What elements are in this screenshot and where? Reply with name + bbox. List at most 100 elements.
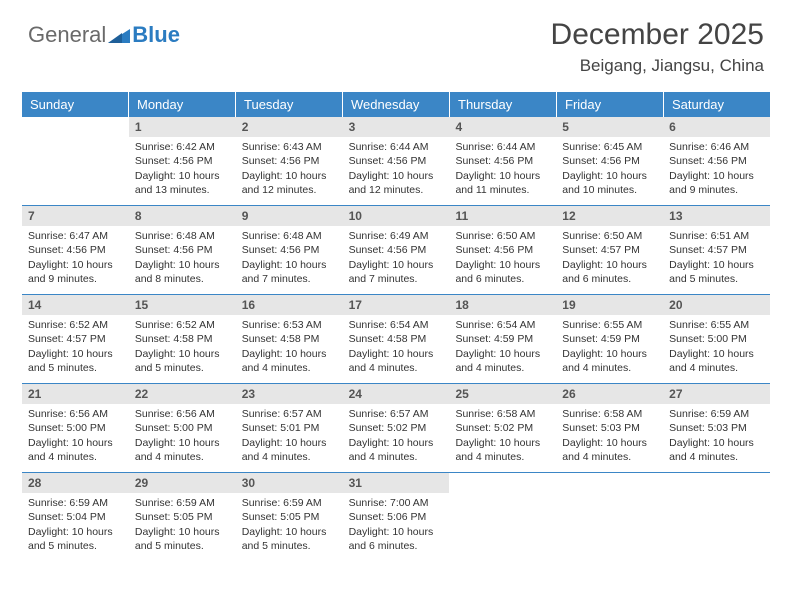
day-body: Sunrise: 6:44 AMSunset: 4:56 PMDaylight:… — [449, 137, 556, 203]
day-day2: and 12 minutes. — [349, 183, 444, 197]
day-sunrise: Sunrise: 6:56 AM — [135, 407, 230, 421]
day-day1: Daylight: 10 hours — [349, 258, 444, 272]
day-body: Sunrise: 6:52 AMSunset: 4:58 PMDaylight:… — [129, 315, 236, 381]
day-number: 9 — [236, 206, 343, 226]
brand-part1: General — [28, 22, 106, 48]
calendar-day-cell: 21Sunrise: 6:56 AMSunset: 5:00 PMDayligh… — [22, 384, 129, 472]
calendar-week-row: 21Sunrise: 6:56 AMSunset: 5:00 PMDayligh… — [22, 384, 770, 473]
day-sunrise: Sunrise: 6:59 AM — [135, 496, 230, 510]
day-sunrise: Sunrise: 6:59 AM — [28, 496, 123, 510]
weekday-header: Thursday — [450, 92, 557, 117]
day-day1: Daylight: 10 hours — [28, 347, 123, 361]
day-body: Sunrise: 6:54 AMSunset: 4:59 PMDaylight:… — [449, 315, 556, 381]
day-day2: and 6 minutes. — [562, 272, 657, 286]
day-sunrise: Sunrise: 6:44 AM — [349, 140, 444, 154]
day-sunrise: Sunrise: 7:00 AM — [349, 496, 444, 510]
day-number: 16 — [236, 295, 343, 315]
day-sunrise: Sunrise: 6:53 AM — [242, 318, 337, 332]
day-body: Sunrise: 6:54 AMSunset: 4:58 PMDaylight:… — [343, 315, 450, 381]
day-sunset: Sunset: 5:00 PM — [135, 421, 230, 435]
day-sunset: Sunset: 4:57 PM — [28, 332, 123, 346]
day-day1: Daylight: 10 hours — [349, 169, 444, 183]
day-body: Sunrise: 6:46 AMSunset: 4:56 PMDaylight:… — [663, 137, 770, 203]
day-sunrise: Sunrise: 6:58 AM — [562, 407, 657, 421]
day-sunrise: Sunrise: 6:56 AM — [28, 407, 123, 421]
day-day1: Daylight: 10 hours — [669, 169, 764, 183]
day-day1: Daylight: 10 hours — [562, 347, 657, 361]
day-day2: and 6 minutes. — [349, 539, 444, 553]
calendar-day-cell: 9Sunrise: 6:48 AMSunset: 4:56 PMDaylight… — [236, 206, 343, 294]
day-sunrise: Sunrise: 6:49 AM — [349, 229, 444, 243]
day-day2: and 4 minutes. — [562, 450, 657, 464]
calendar-week-row: 28Sunrise: 6:59 AMSunset: 5:04 PMDayligh… — [22, 473, 770, 561]
day-day2: and 4 minutes. — [669, 450, 764, 464]
day-body: Sunrise: 6:59 AMSunset: 5:05 PMDaylight:… — [236, 493, 343, 559]
day-sunrise: Sunrise: 6:58 AM — [455, 407, 550, 421]
day-sunset: Sunset: 4:56 PM — [455, 243, 550, 257]
day-body: Sunrise: 6:43 AMSunset: 4:56 PMDaylight:… — [236, 137, 343, 203]
calendar-day-cell: 6Sunrise: 6:46 AMSunset: 4:56 PMDaylight… — [663, 117, 770, 205]
day-sunrise: Sunrise: 6:57 AM — [349, 407, 444, 421]
day-sunset: Sunset: 5:03 PM — [562, 421, 657, 435]
brand-part2: Blue — [132, 22, 180, 48]
calendar-day-cell: 30Sunrise: 6:59 AMSunset: 5:05 PMDayligh… — [236, 473, 343, 561]
day-sunrise: Sunrise: 6:51 AM — [669, 229, 764, 243]
day-day1: Daylight: 10 hours — [349, 347, 444, 361]
day-number: 31 — [343, 473, 450, 493]
day-day1: Daylight: 10 hours — [135, 347, 230, 361]
calendar-day-cell: 5Sunrise: 6:45 AMSunset: 4:56 PMDaylight… — [556, 117, 663, 205]
day-body: Sunrise: 6:58 AMSunset: 5:02 PMDaylight:… — [449, 404, 556, 470]
day-sunset: Sunset: 4:56 PM — [135, 154, 230, 168]
day-body: Sunrise: 6:48 AMSunset: 4:56 PMDaylight:… — [129, 226, 236, 292]
day-day1: Daylight: 10 hours — [242, 347, 337, 361]
day-number: 8 — [129, 206, 236, 226]
day-day2: and 5 minutes. — [242, 539, 337, 553]
day-day2: and 10 minutes. — [562, 183, 657, 197]
day-number: 18 — [449, 295, 556, 315]
day-number: 26 — [556, 384, 663, 404]
day-number: 10 — [343, 206, 450, 226]
calendar-day-cell: 25Sunrise: 6:58 AMSunset: 5:02 PMDayligh… — [449, 384, 556, 472]
calendar-day-cell: 13Sunrise: 6:51 AMSunset: 4:57 PMDayligh… — [663, 206, 770, 294]
day-day2: and 4 minutes. — [242, 450, 337, 464]
calendar-day-cell: 26Sunrise: 6:58 AMSunset: 5:03 PMDayligh… — [556, 384, 663, 472]
day-day1: Daylight: 10 hours — [135, 525, 230, 539]
day-number: 17 — [343, 295, 450, 315]
day-day2: and 4 minutes. — [349, 361, 444, 375]
day-number: 11 — [449, 206, 556, 226]
day-sunrise: Sunrise: 6:50 AM — [455, 229, 550, 243]
day-day1: Daylight: 10 hours — [349, 525, 444, 539]
calendar-week-row: 7Sunrise: 6:47 AMSunset: 4:56 PMDaylight… — [22, 206, 770, 295]
day-sunrise: Sunrise: 6:48 AM — [135, 229, 230, 243]
weekday-header: Sunday — [22, 92, 129, 117]
day-day2: and 5 minutes. — [135, 361, 230, 375]
calendar-day-cell: 18Sunrise: 6:54 AMSunset: 4:59 PMDayligh… — [449, 295, 556, 383]
day-day2: and 11 minutes. — [455, 183, 550, 197]
brand-triangle-icon — [108, 27, 130, 43]
day-body: Sunrise: 6:51 AMSunset: 4:57 PMDaylight:… — [663, 226, 770, 292]
day-number: 7 — [22, 206, 129, 226]
day-number: 12 — [556, 206, 663, 226]
calendar-day-cell: 28Sunrise: 6:59 AMSunset: 5:04 PMDayligh… — [22, 473, 129, 561]
day-sunrise: Sunrise: 6:52 AM — [28, 318, 123, 332]
weekday-header: Tuesday — [236, 92, 343, 117]
day-sunset: Sunset: 5:05 PM — [242, 510, 337, 524]
day-body: Sunrise: 6:52 AMSunset: 4:57 PMDaylight:… — [22, 315, 129, 381]
day-body: Sunrise: 6:50 AMSunset: 4:56 PMDaylight:… — [449, 226, 556, 292]
day-sunset: Sunset: 5:02 PM — [455, 421, 550, 435]
day-body: Sunrise: 6:56 AMSunset: 5:00 PMDaylight:… — [22, 404, 129, 470]
day-number: 28 — [22, 473, 129, 493]
day-day1: Daylight: 10 hours — [242, 525, 337, 539]
calendar-day-cell: 4Sunrise: 6:44 AMSunset: 4:56 PMDaylight… — [449, 117, 556, 205]
day-sunrise: Sunrise: 6:57 AM — [242, 407, 337, 421]
day-sunset: Sunset: 4:56 PM — [455, 154, 550, 168]
weekday-header: Wednesday — [343, 92, 450, 117]
day-body: Sunrise: 6:57 AMSunset: 5:02 PMDaylight:… — [343, 404, 450, 470]
day-day1: Daylight: 10 hours — [455, 258, 550, 272]
day-sunset: Sunset: 4:56 PM — [242, 243, 337, 257]
day-sunrise: Sunrise: 6:50 AM — [562, 229, 657, 243]
day-sunrise: Sunrise: 6:47 AM — [28, 229, 123, 243]
day-sunset: Sunset: 4:56 PM — [135, 243, 230, 257]
page-title: December 2025 — [551, 18, 764, 52]
calendar-day-cell: 22Sunrise: 6:56 AMSunset: 5:00 PMDayligh… — [129, 384, 236, 472]
